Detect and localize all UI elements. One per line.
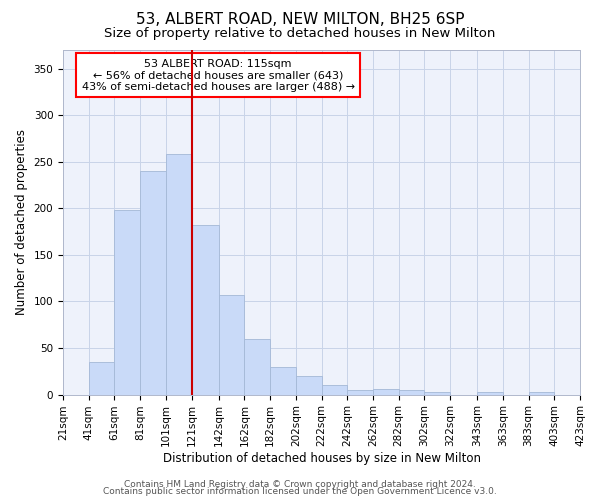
Bar — [529, 392, 554, 394]
Bar — [115, 210, 140, 394]
Bar — [244, 338, 270, 394]
Bar — [191, 225, 218, 394]
Bar — [296, 376, 322, 394]
Bar — [322, 386, 347, 394]
Text: 53 ALBERT ROAD: 115sqm
← 56% of detached houses are smaller (643)
43% of semi-de: 53 ALBERT ROAD: 115sqm ← 56% of detached… — [82, 58, 355, 92]
Bar — [218, 295, 244, 394]
Text: Contains public sector information licensed under the Open Government Licence v3: Contains public sector information licen… — [103, 488, 497, 496]
Bar — [140, 171, 166, 394]
Bar — [347, 390, 373, 394]
Bar — [373, 389, 398, 394]
Y-axis label: Number of detached properties: Number of detached properties — [15, 130, 28, 316]
X-axis label: Distribution of detached houses by size in New Milton: Distribution of detached houses by size … — [163, 452, 481, 465]
Bar — [166, 154, 191, 394]
Bar — [424, 392, 450, 394]
Text: Size of property relative to detached houses in New Milton: Size of property relative to detached ho… — [104, 28, 496, 40]
Bar — [398, 390, 424, 394]
Bar — [477, 392, 503, 394]
Text: 53, ALBERT ROAD, NEW MILTON, BH25 6SP: 53, ALBERT ROAD, NEW MILTON, BH25 6SP — [136, 12, 464, 28]
Bar — [270, 366, 296, 394]
Bar — [89, 362, 115, 394]
Text: Contains HM Land Registry data © Crown copyright and database right 2024.: Contains HM Land Registry data © Crown c… — [124, 480, 476, 489]
